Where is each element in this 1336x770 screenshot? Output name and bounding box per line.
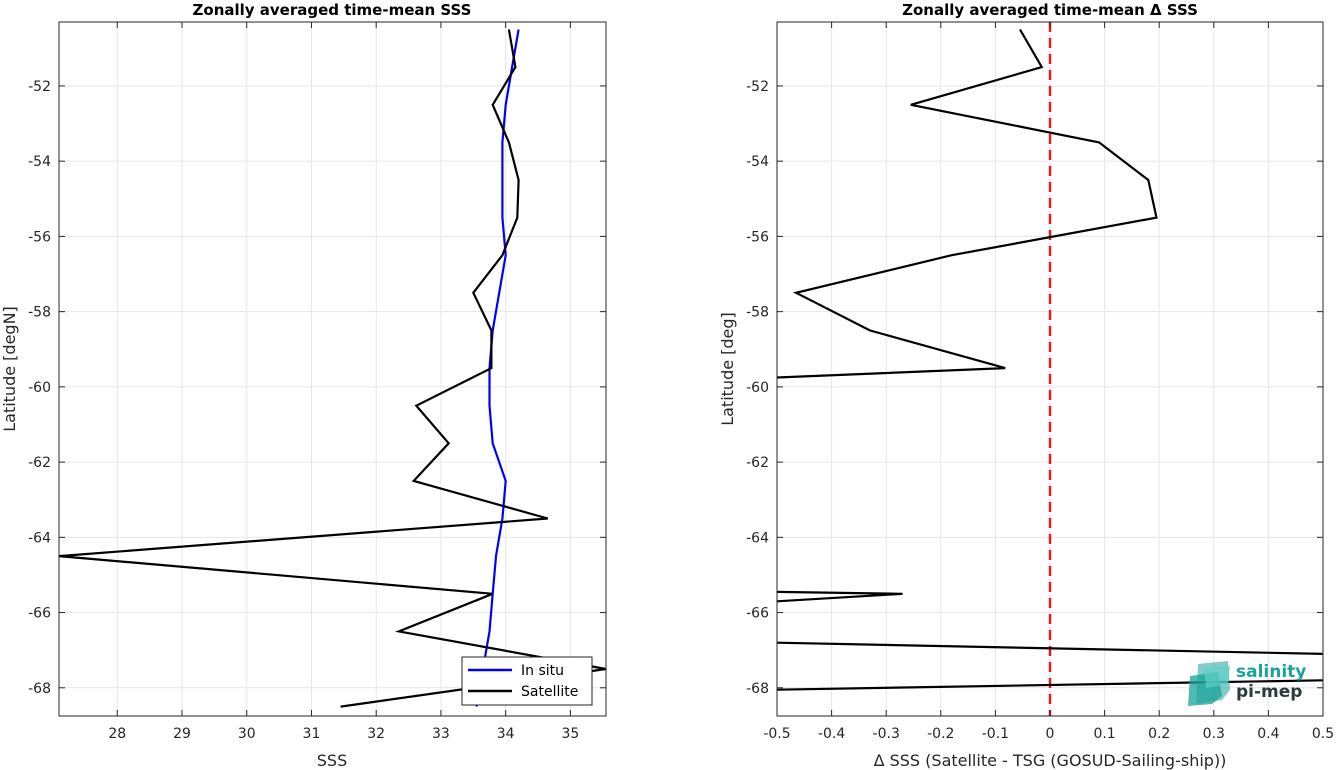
salinity-pi-mep-logo: salinity pi-mep	[1188, 661, 1306, 706]
delta-sss-x-tick-label: 0.3	[1203, 726, 1225, 742]
logo-text-salinity: salinity	[1236, 662, 1306, 682]
sss-y-tick-label: -52	[28, 79, 51, 95]
logo-wave-icon	[1188, 661, 1230, 706]
sss-x-tick-label: 33	[432, 726, 450, 742]
sss-x-tick-label: 34	[497, 726, 515, 742]
delta-sss-chart-title: Zonally averaged time-mean Δ SSS	[902, 1, 1198, 19]
delta-sss-x-tick-label: -0.2	[927, 726, 954, 742]
delta-sss-y-tick-label: -60	[746, 380, 769, 396]
delta-sss-x-axis-label: Δ SSS (Satellite - TSG (GOSUD-Sailing-sh…	[874, 751, 1227, 770]
delta-sss-y-axis-label: Latitude [deg]	[718, 312, 737, 426]
sss-x-tick-label: 35	[561, 726, 579, 742]
delta-sss-x-tick-label: -0.1	[982, 726, 1009, 742]
delta-sss-x-tick-label: 0.2	[1148, 726, 1170, 742]
sss-y-tick-label: -66	[28, 606, 51, 622]
sss-series	[58, 29, 607, 708]
sss-series-satellite	[58, 29, 607, 708]
delta-sss-y-tick-label: -52	[746, 79, 769, 95]
delta-sss-series-segment-2	[776, 641, 1324, 655]
delta-sss-x-tick-label: -0.3	[873, 726, 900, 742]
delta-sss-y-tick-label: -58	[746, 305, 769, 321]
sss-y-tick-label: -60	[28, 380, 51, 396]
delta-sss-y-tick-label: -64	[746, 530, 769, 546]
delta-sss-series-segment-0	[776, 28, 1158, 379]
delta-sss-y-tick-label: -66	[746, 606, 769, 622]
sss-y-axis-label: Latitude [degN]	[0, 306, 19, 432]
delta-sss-panel: Zonally averaged time-mean Δ SSS -0.5 -0.…	[718, 1, 1334, 770]
legend-insitu-label: In situ	[521, 663, 564, 679]
delta-sss-x-tick-label: 0.5	[1312, 726, 1334, 742]
sss-y-tick-label: -62	[28, 455, 51, 471]
legend: In situ Satellite	[461, 656, 593, 706]
sss-x-tick-label: 31	[303, 726, 321, 742]
delta-sss-x-tick-label: -0.4	[818, 726, 845, 742]
delta-sss-y-tick-label: -56	[746, 229, 769, 245]
sss-x-tick-label: 29	[173, 726, 191, 742]
sss-x-tick-label: 32	[367, 726, 385, 742]
delta-sss-y-tick-label: -54	[746, 154, 769, 170]
legend-box	[461, 656, 593, 706]
sss-series-in-situ	[475, 29, 520, 707]
delta-sss-x-tick-label: 0	[1046, 726, 1055, 742]
sss-x-tick-label: 28	[108, 726, 126, 742]
sss-axes-box	[58, 21, 607, 717]
delta-sss-series	[776, 28, 1324, 691]
delta-sss-series-segment-1	[776, 590, 903, 603]
sss-y-tick-label: -58	[28, 305, 51, 321]
delta-sss-y-tick-label: -68	[746, 681, 769, 697]
sss-y-tick-label: -54	[28, 154, 51, 170]
logo-text-pi-mep: pi-mep	[1236, 682, 1302, 702]
sss-y-tick-label: -56	[28, 229, 51, 245]
sss-x-tick-label: 30	[238, 726, 256, 742]
sss-ticks: 28 29 30 31 32 33 34 35 -52 -54 -56 -58 -60 -62 -64 -66…	[28, 22, 606, 742]
delta-sss-x-tick-label: -0.5	[763, 726, 790, 742]
delta-sss-y-tick-label: -62	[746, 455, 769, 471]
delta-sss-ticks: -0.5 -0.4 -0.3 -0.2 -0.1 0 0.1 0.2 0.3 0.4 0.5 -52 -…	[746, 22, 1334, 742]
sss-grid	[59, 22, 606, 716]
sss-y-tick-label: -64	[28, 530, 51, 546]
sss-panel: Zonally averaged time-mean SSS 28 29 30 31 3…	[0, 1, 607, 770]
sss-x-axis-label: SSS	[317, 751, 347, 770]
sss-y-tick-label: -68	[28, 681, 51, 697]
delta-sss-x-tick-label: 0.1	[1093, 726, 1115, 742]
legend-satellite-label: Satellite	[521, 684, 578, 700]
sss-chart-title: Zonally averaged time-mean SSS	[193, 1, 472, 19]
delta-sss-x-tick-label: 0.4	[1257, 726, 1279, 742]
delta-sss-series-segment-3	[776, 679, 1324, 691]
